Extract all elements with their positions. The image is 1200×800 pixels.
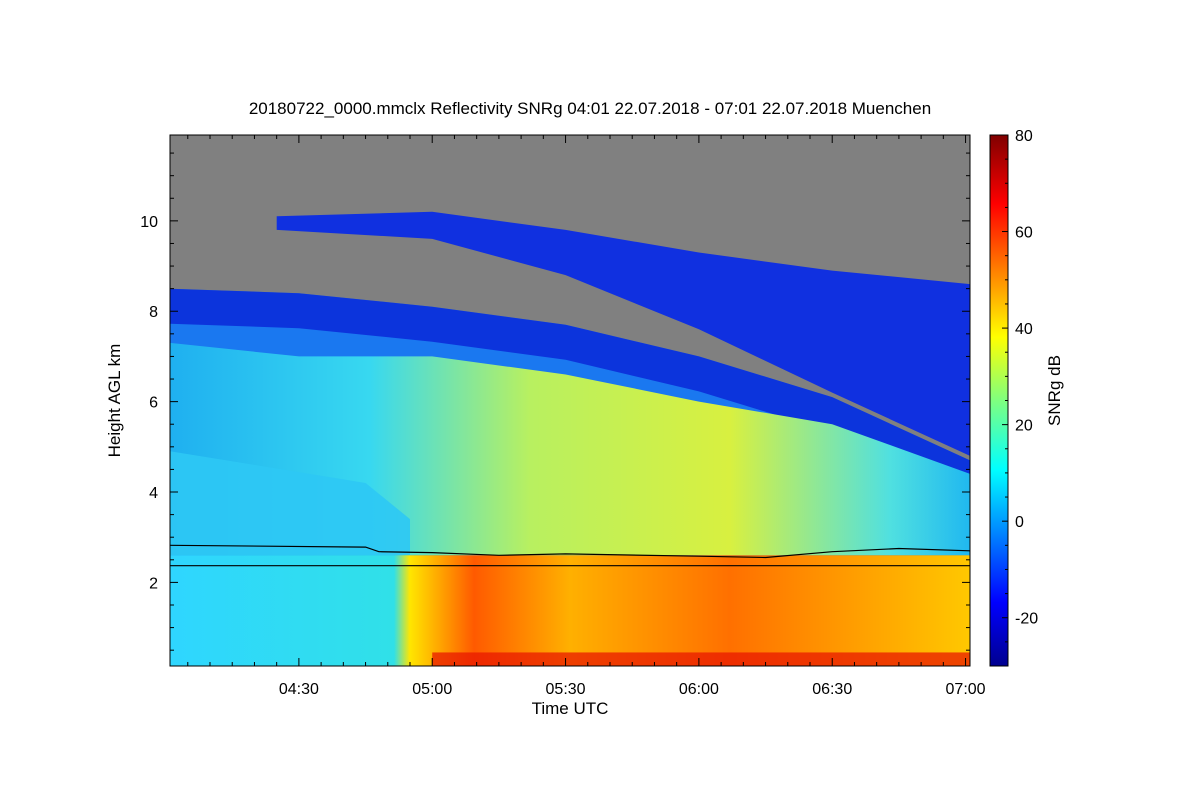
- x-tick-label: 05:30: [546, 681, 586, 698]
- melting-layer-line: [170, 544, 970, 559]
- y-tick-label: 10: [140, 214, 158, 231]
- x-tick-label: 04:30: [279, 681, 319, 698]
- precipitation-band: [170, 555, 970, 666]
- chart-title: 20180722_0000.mmclx Reflectivity SNRg 04…: [249, 99, 931, 118]
- colorbar-tick-label: 0: [1015, 514, 1024, 531]
- y-tick-label: 2: [149, 575, 158, 592]
- colorbar-tick-label: 60: [1015, 225, 1033, 242]
- y-axis-label: Height AGL km: [105, 344, 124, 458]
- x-tick-label: 05:00: [412, 681, 452, 698]
- y-tick-label: 4: [149, 485, 158, 502]
- colorbar-tick-label: 20: [1015, 418, 1033, 435]
- colorbar-axis: -20 0 20 40 60 80: [1002, 128, 1038, 667]
- colorbar-tick-label: -20: [1015, 611, 1038, 628]
- x-tick-label: 06:30: [812, 681, 852, 698]
- colorbar-label: SNRg dB: [1045, 355, 1064, 426]
- y-tick-label: 8: [149, 304, 158, 321]
- y-tick-label: 6: [149, 395, 158, 412]
- upper-cloud-layer: [276, 211, 970, 456]
- y-axis: 2 4 6 8 10: [140, 152, 970, 651]
- plot-frame: [169, 134, 971, 667]
- ground-high-reflectivity: [432, 652, 970, 666]
- x-tick-label: 06:00: [679, 681, 719, 698]
- colorbar-tick-label: 40: [1015, 321, 1033, 338]
- cool-region: [170, 451, 410, 556]
- x-axis: 04:30 05:00 05:30 06:00 06:30 07:00: [187, 135, 986, 698]
- x-axis-label: Time UTC: [532, 699, 609, 718]
- cloud-top-fringe: [170, 288, 970, 496]
- plot-area: [170, 135, 970, 666]
- colorbar-tick-label: 80: [1015, 128, 1033, 145]
- x-tick-label: 07:00: [946, 681, 986, 698]
